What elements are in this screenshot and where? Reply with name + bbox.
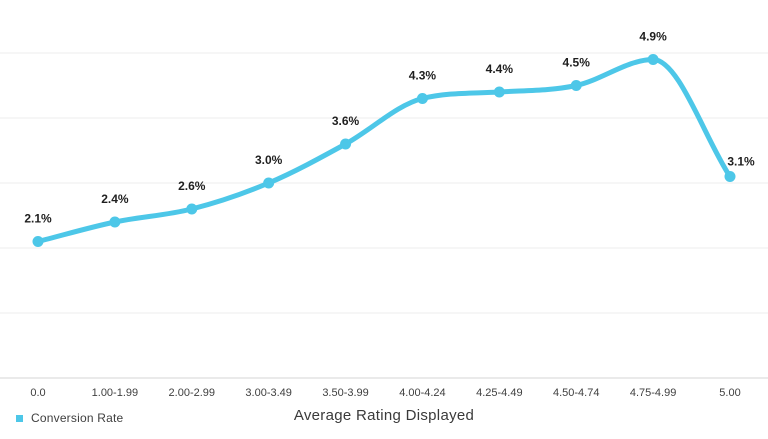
x-axis-tick-label: 0.0 xyxy=(30,387,45,399)
x-axis-tick-label: 4.00-4.24 xyxy=(399,387,445,399)
data-point-label: 4.3% xyxy=(409,69,437,83)
x-axis-tick-label: 5.00 xyxy=(719,387,740,399)
data-point xyxy=(416,93,428,104)
data-point xyxy=(724,171,736,182)
x-axis-tick-label: 4.50-4.74 xyxy=(553,387,599,399)
data-point-label: 4.4% xyxy=(486,62,514,76)
legend-label: Conversion Rate xyxy=(31,411,124,425)
x-axis-tick-label: 3.00-3.49 xyxy=(245,387,291,399)
data-point-label: 3.0% xyxy=(255,153,283,167)
legend-item-conversion-rate[interactable]: Conversion Rate xyxy=(16,411,123,425)
data-point-label: 2.4% xyxy=(101,192,129,206)
data-point-label: 3.1% xyxy=(727,155,755,169)
x-axis-tick-label: 4.75-4.99 xyxy=(630,387,676,399)
data-point-label: 4.9% xyxy=(639,30,667,44)
x-axis-tick-label: 3.50-3.99 xyxy=(322,387,368,399)
x-axis-tick-label: 1.00-1.99 xyxy=(92,387,138,399)
data-point xyxy=(493,86,505,98)
data-point xyxy=(32,236,44,247)
data-point xyxy=(340,138,352,150)
data-point-label: 4.5% xyxy=(563,56,591,70)
data-point xyxy=(109,216,121,228)
x-axis-tick-label: 2.00-2.99 xyxy=(169,387,215,399)
data-point xyxy=(647,54,659,65)
chart-footer: Conversion Rate Average Rating Displayed xyxy=(0,406,768,432)
data-point-label: 3.6% xyxy=(332,114,360,128)
x-axis-tick-label: 4.25-4.49 xyxy=(476,387,522,399)
legend-swatch-icon xyxy=(16,414,23,422)
data-point xyxy=(186,203,198,215)
x-axis-title: Average Rating Displayed xyxy=(293,407,475,424)
data-point xyxy=(263,177,275,189)
data-point xyxy=(570,80,582,91)
data-point-label: 2.6% xyxy=(178,179,206,193)
conversion-rate-line xyxy=(35,57,733,244)
data-point-label: 2.1% xyxy=(24,212,52,226)
